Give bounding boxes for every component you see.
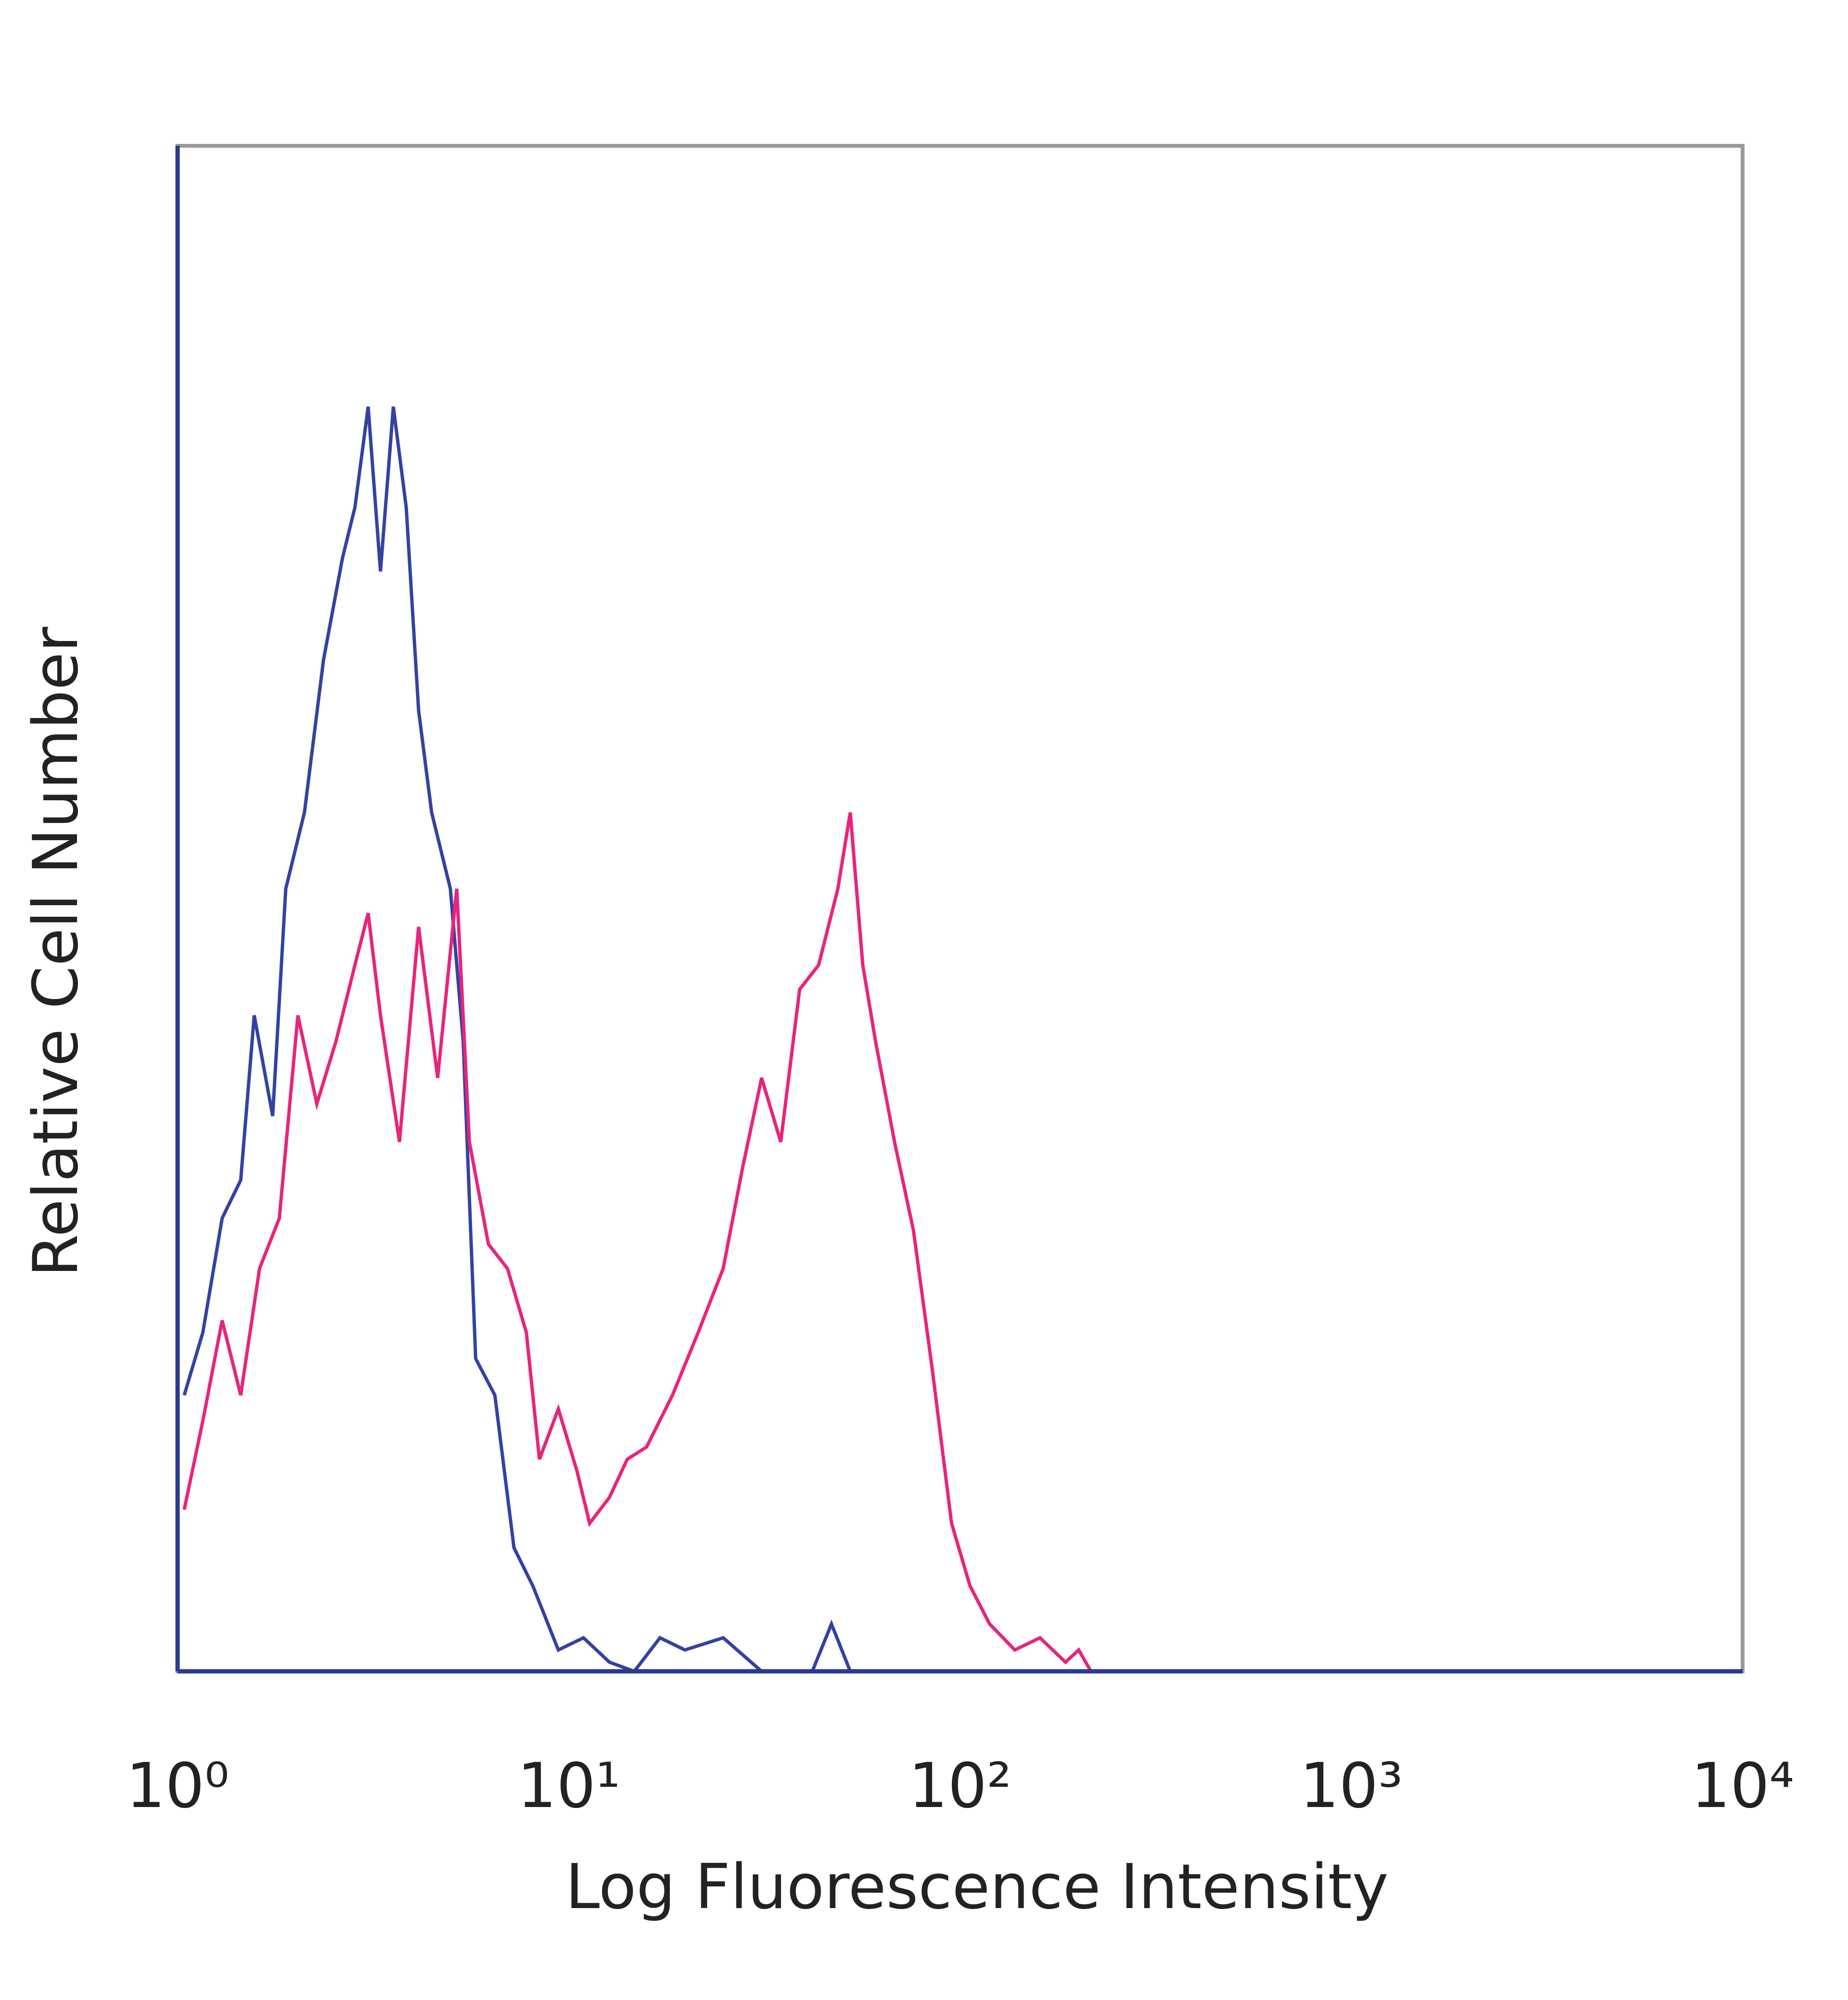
x-axis-label: Log Fluorescence Intensity (565, 1851, 1388, 1923)
x-tick-label: 10¹ (517, 1750, 620, 1822)
x-tick-label: 10³ (1300, 1750, 1403, 1822)
y-axis-label: Relative Cell Number (20, 627, 92, 1277)
x-tick-label: 10⁰ (126, 1750, 229, 1822)
plot-frame (176, 144, 1745, 1673)
x-tick-label: 10² (909, 1750, 1012, 1822)
x-tick-label: 10⁴ (1691, 1750, 1794, 1822)
series-line (182, 406, 1743, 1674)
series-line (182, 812, 1092, 1672)
